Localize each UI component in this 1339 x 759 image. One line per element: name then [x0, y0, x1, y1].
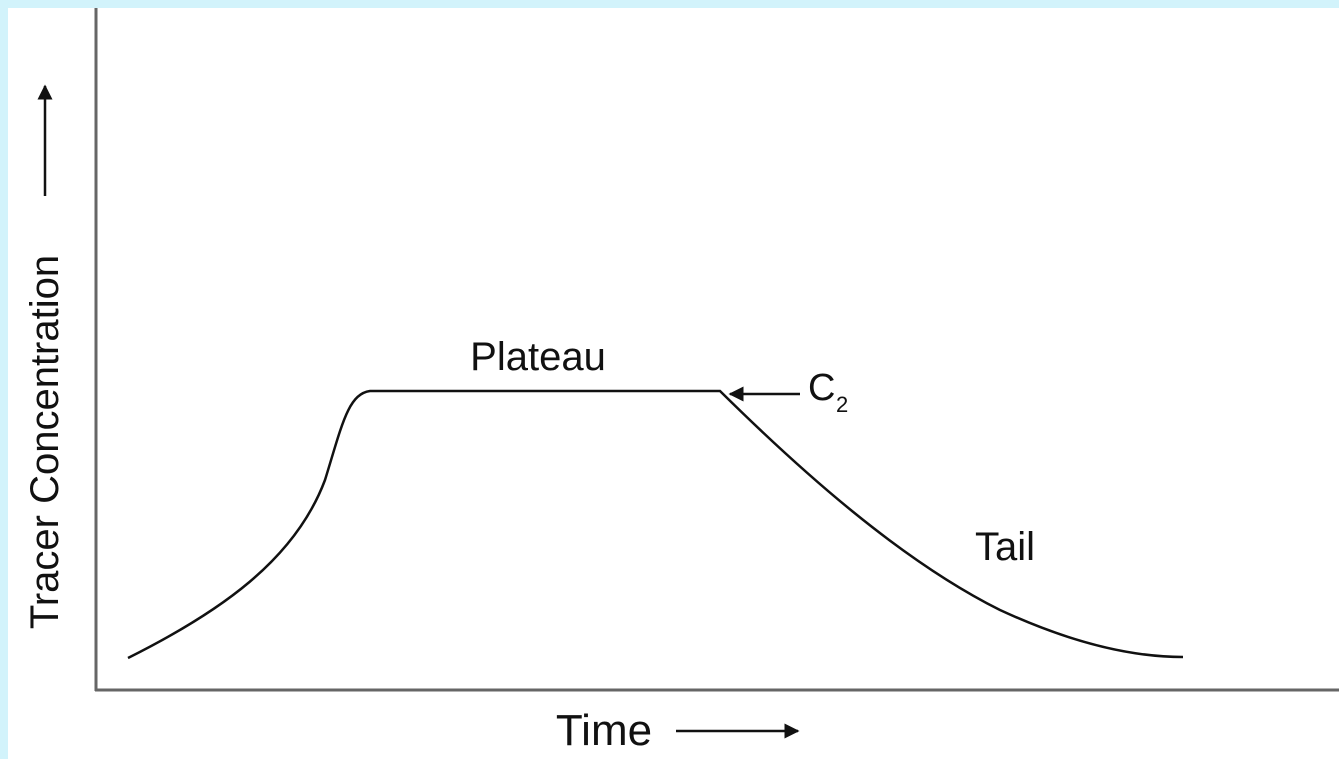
c2-label: C	[808, 367, 835, 409]
canvas	[8, 8, 1339, 759]
tail-label: Tail	[975, 525, 1035, 569]
y-axis-label: Tracer Concentration	[23, 255, 67, 629]
c2-subscript: 2	[836, 392, 848, 417]
tracer-curve	[127, 389, 1184, 660]
plateau-label: Plateau	[470, 335, 606, 379]
x-axis-label: Time	[556, 706, 652, 755]
